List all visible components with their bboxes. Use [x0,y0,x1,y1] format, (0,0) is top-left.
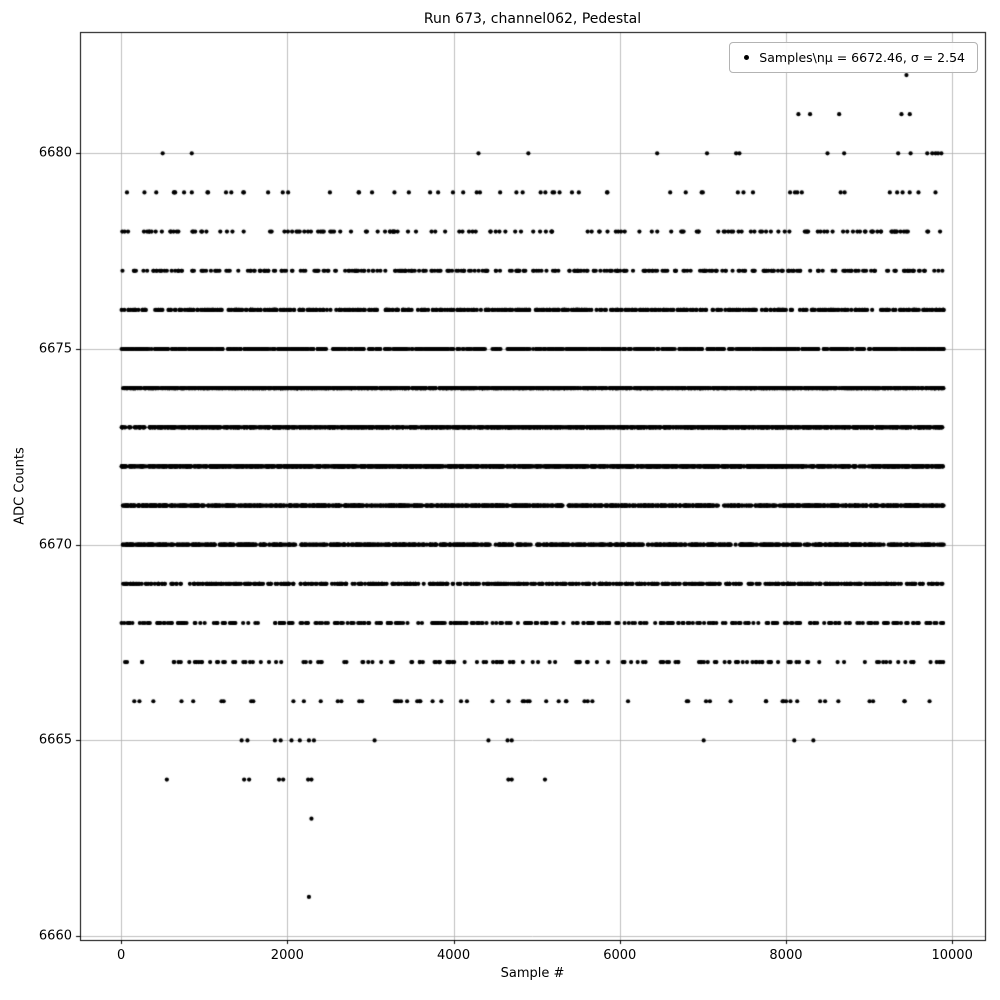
y-tick-label: 6660 [38,928,72,944]
x-tick-label: 0 [116,948,126,963]
x-axis-label: Sample # [500,966,565,981]
y-tick-label: 6670 [38,537,72,553]
y-tick-label: 6665 [38,732,72,748]
legend-label: Samples\nμ = 6672.46, σ = 2.54 [759,50,965,65]
x-tick-label: 8000 [769,948,803,963]
y-tick-label: 6680 [38,145,72,161]
x-tick-label: 10000 [931,948,973,963]
x-tick-label: 2000 [270,948,304,963]
chart-title: Run 673, channel062, Pedestal [423,11,642,27]
x-tick-label: 4000 [437,948,471,963]
y-tick-label: 6675 [38,341,72,357]
x-tick-label: 6000 [603,948,637,963]
legend: Samples\nμ = 6672.46, σ = 2.54 [729,42,978,73]
scatter-marker-icon [744,55,750,60]
y-axis-label: ADC Counts [12,447,28,525]
